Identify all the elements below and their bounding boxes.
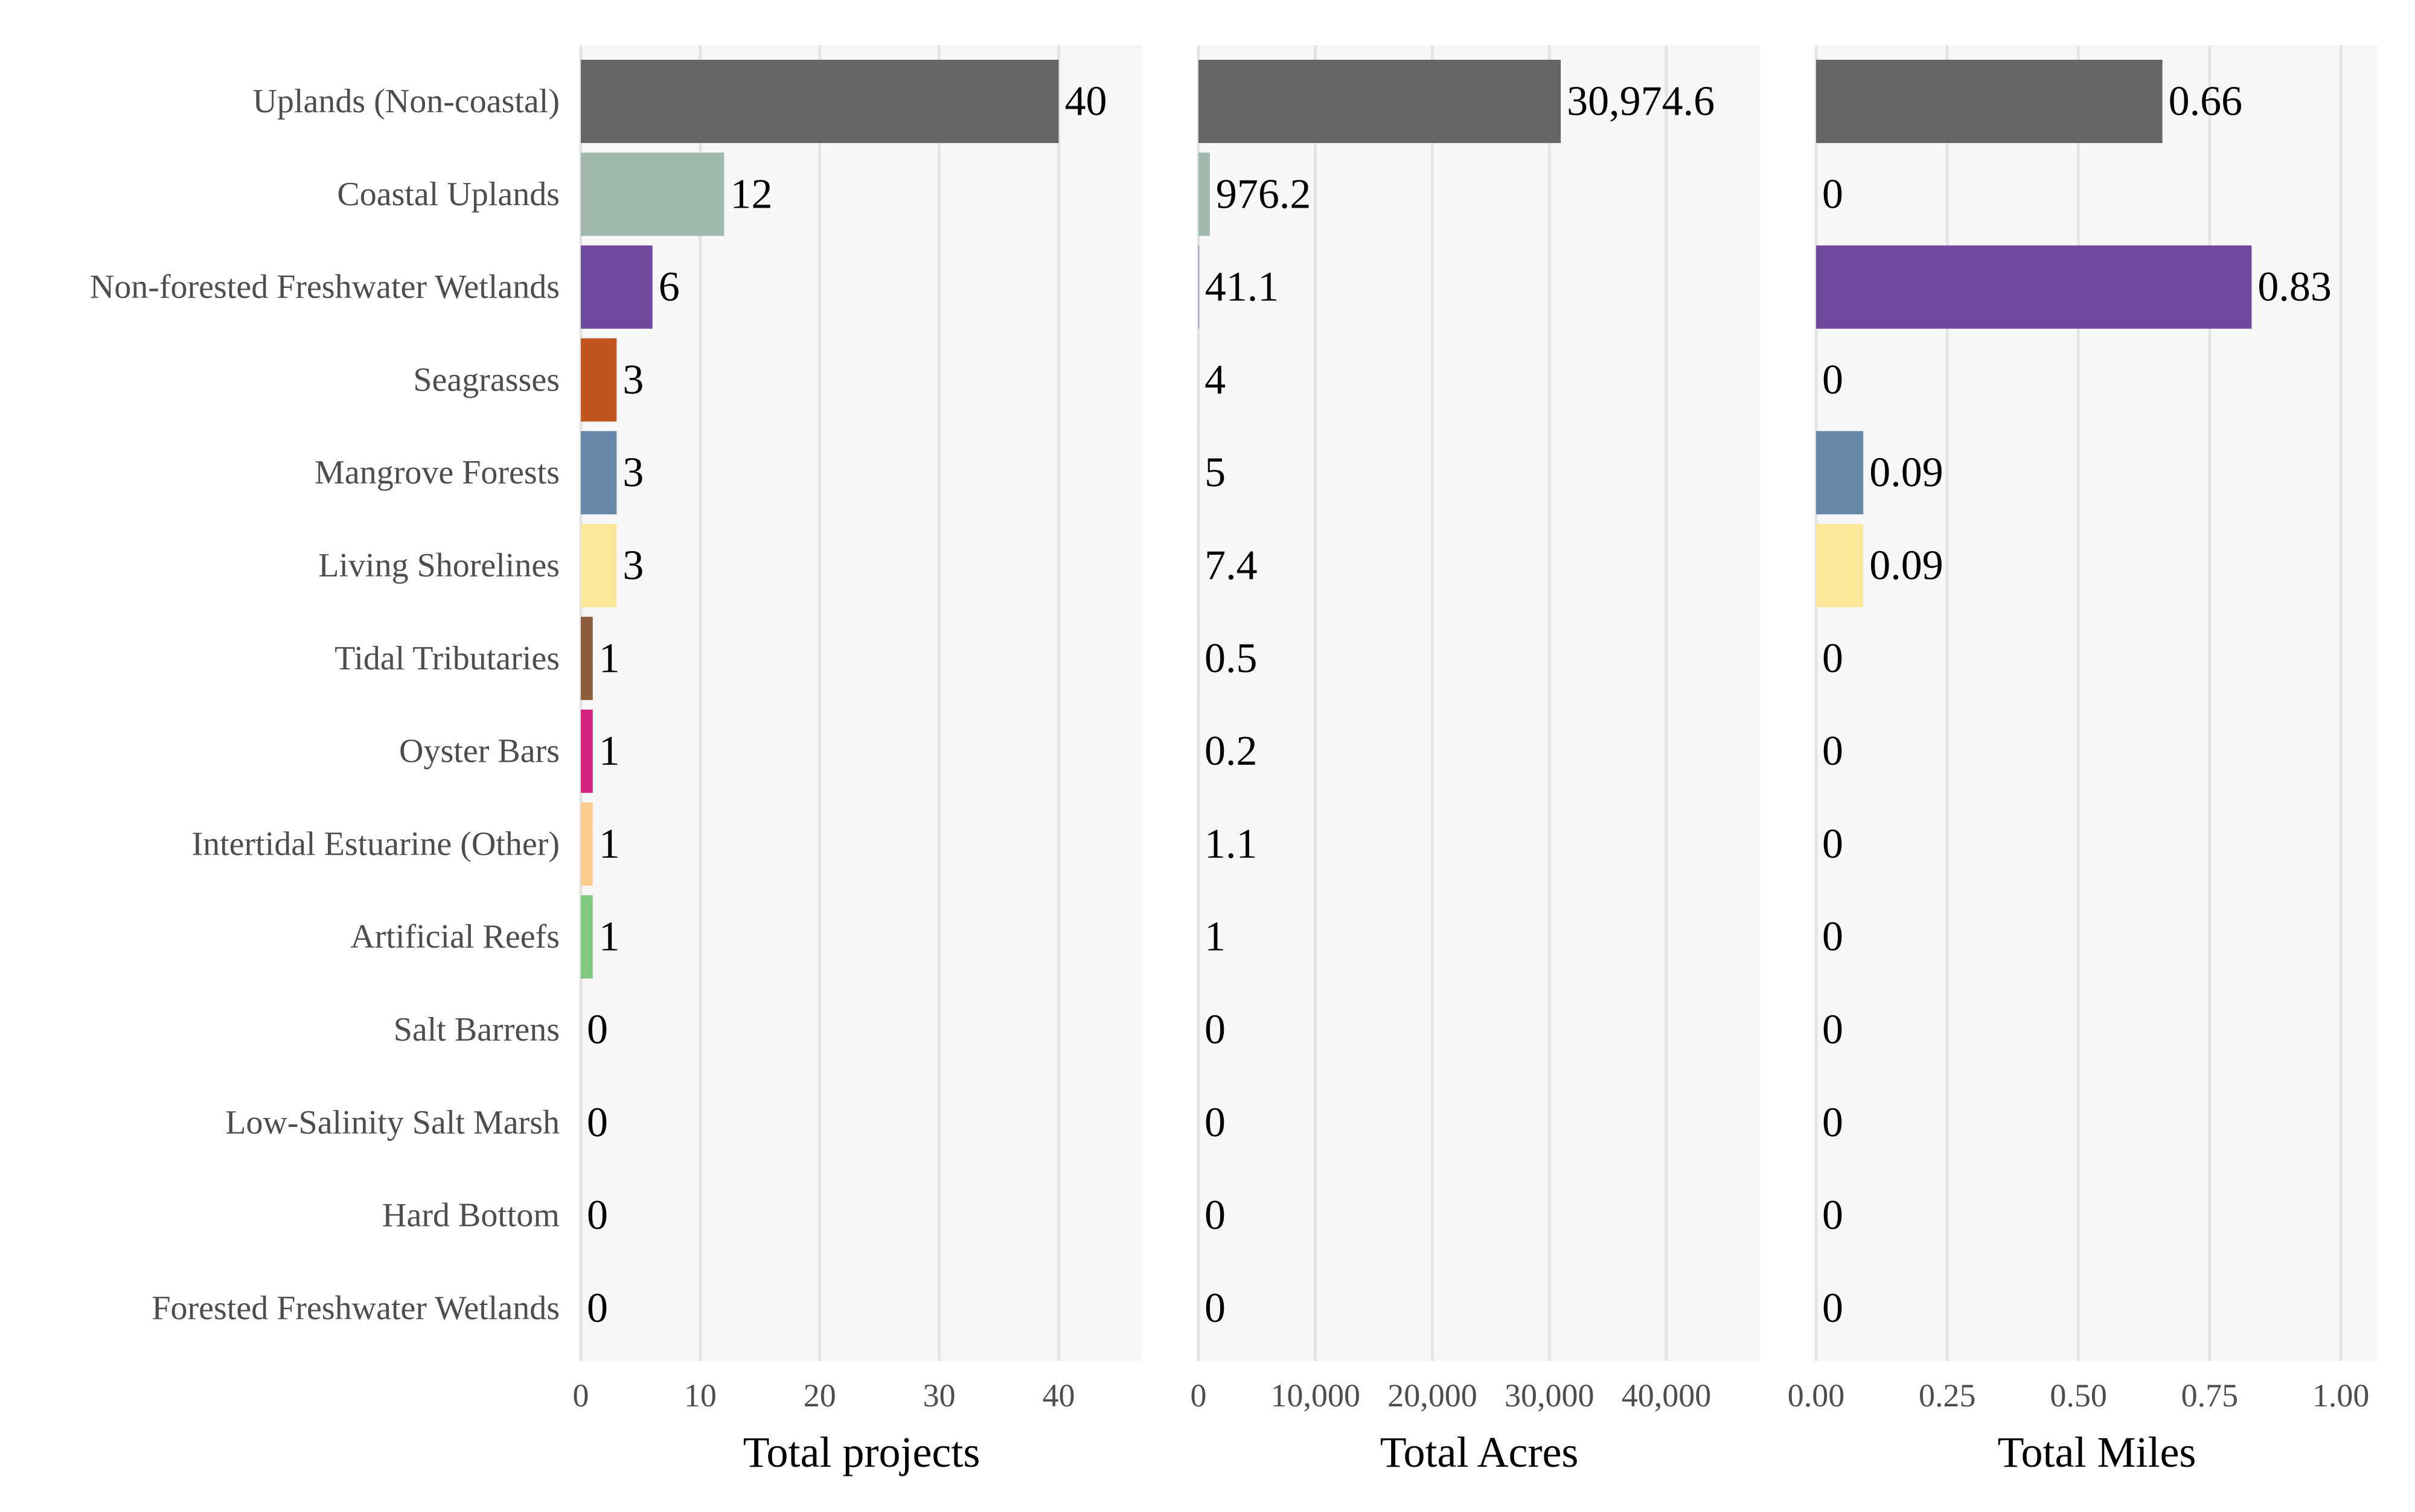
data-label: 0.66: [2169, 78, 2243, 125]
bar: [581, 431, 616, 514]
tick-label: 40,000: [1622, 1377, 1712, 1414]
bar: [581, 153, 724, 236]
data-label: 0: [1204, 1099, 1226, 1146]
data-label: 30,974.6: [1567, 78, 1715, 125]
bar: [1198, 153, 1210, 236]
bar: [581, 895, 593, 978]
data-label: 0: [1822, 171, 1843, 217]
category-label: Non-forested Freshwater Wetlands: [90, 269, 560, 306]
data-label: 1: [1204, 914, 1226, 960]
bar: [1816, 246, 2251, 329]
category-label: Coastal Uplands: [337, 176, 560, 213]
tick-label: 0.75: [2181, 1377, 2239, 1414]
tick-label: 0.25: [1919, 1377, 1976, 1414]
tick-label: 10,000: [1271, 1377, 1361, 1414]
data-label: 4: [1204, 357, 1226, 403]
tick-label: 1.00: [2312, 1377, 2370, 1414]
data-label: 0: [1822, 1007, 1843, 1053]
bar: [1198, 246, 1199, 329]
data-label: 0: [1822, 1192, 1843, 1239]
category-label: Low-Salinity Salt Marsh: [225, 1104, 560, 1141]
data-label: 1: [599, 635, 620, 681]
bar: [1198, 60, 1561, 143]
data-label: 3: [622, 543, 644, 589]
category-label: Oyster Bars: [399, 733, 560, 770]
data-label: 0: [587, 1007, 608, 1053]
x-axis-title: Total Acres: [1380, 1428, 1579, 1476]
category-label: Hard Bottom: [382, 1197, 560, 1234]
category-label: Salt Barrens: [394, 1011, 560, 1048]
tick-label: 40: [1042, 1377, 1075, 1414]
data-label: 0: [587, 1099, 608, 1146]
data-label: 0: [1822, 821, 1843, 867]
tick-label: 20: [804, 1377, 836, 1414]
data-label: 0: [1822, 914, 1843, 960]
category-label: Living Shorelines: [318, 547, 560, 584]
category-label: Intertidal Estuarine (Other): [191, 825, 560, 863]
data-label: 12: [730, 171, 772, 217]
panel-background: [1198, 45, 1760, 1361]
data-label: 0.09: [1869, 450, 1943, 496]
data-label: 6: [659, 264, 680, 310]
bar: [581, 60, 1058, 143]
tick-label: 0.50: [2050, 1377, 2107, 1414]
panel-background: [1816, 45, 2378, 1361]
data-label: 976.2: [1216, 171, 1311, 217]
tick-label: 30: [923, 1377, 956, 1414]
data-label: 3: [622, 357, 644, 403]
data-label: 1: [599, 728, 620, 774]
tick-label: 0: [1191, 1377, 1207, 1414]
bar: [1816, 524, 1863, 607]
data-label: 0: [1204, 1007, 1226, 1053]
data-label: 0: [1204, 1285, 1226, 1332]
data-label: 0: [1822, 1099, 1843, 1146]
data-label: 0: [1822, 728, 1843, 774]
data-label: 0: [587, 1192, 608, 1239]
tick-label: 30,000: [1505, 1377, 1595, 1414]
tick-label: 0.00: [1788, 1377, 1845, 1414]
category-label: Mangrove Forests: [315, 454, 560, 491]
bar: [581, 710, 593, 793]
data-label: 0.83: [2257, 264, 2332, 310]
data-label: 5: [1204, 450, 1226, 496]
bar: [581, 617, 593, 700]
data-label: 0.2: [1204, 728, 1258, 774]
data-label: 41.1: [1205, 264, 1279, 310]
data-label: 1.1: [1204, 821, 1258, 867]
category-label: Seagrasses: [413, 361, 560, 398]
category-label: Forested Freshwater Wetlands: [152, 1289, 560, 1327]
data-label: 3: [622, 450, 644, 496]
bar: [581, 246, 653, 329]
x-axis-title: Total projects: [743, 1428, 980, 1476]
category-label: Uplands (Non-coastal): [252, 83, 560, 120]
data-label: 40: [1064, 78, 1107, 125]
data-label: 0: [1822, 357, 1843, 403]
bar: [1816, 60, 2163, 143]
data-label: 0: [1822, 1285, 1843, 1332]
data-label: 0.5: [1204, 635, 1258, 681]
x-axis-title: Total Miles: [1998, 1428, 2196, 1476]
category-label: Artificial Reefs: [350, 918, 560, 955]
bar: [581, 524, 616, 607]
data-label: 0: [1204, 1192, 1226, 1239]
data-label: 0.09: [1869, 543, 1943, 589]
bar: [581, 802, 593, 885]
tick-label: 20,000: [1387, 1377, 1477, 1414]
tick-label: 0: [573, 1377, 589, 1414]
bar: [581, 338, 616, 421]
data-label: 7.4: [1204, 543, 1258, 589]
bar: [1816, 431, 1863, 514]
data-label: 0: [1822, 635, 1843, 681]
data-label: 1: [599, 914, 620, 960]
data-label: 0: [587, 1285, 608, 1332]
tick-label: 10: [684, 1377, 717, 1414]
category-label: Tidal Tributaries: [334, 640, 560, 677]
data-label: 1: [599, 821, 620, 867]
